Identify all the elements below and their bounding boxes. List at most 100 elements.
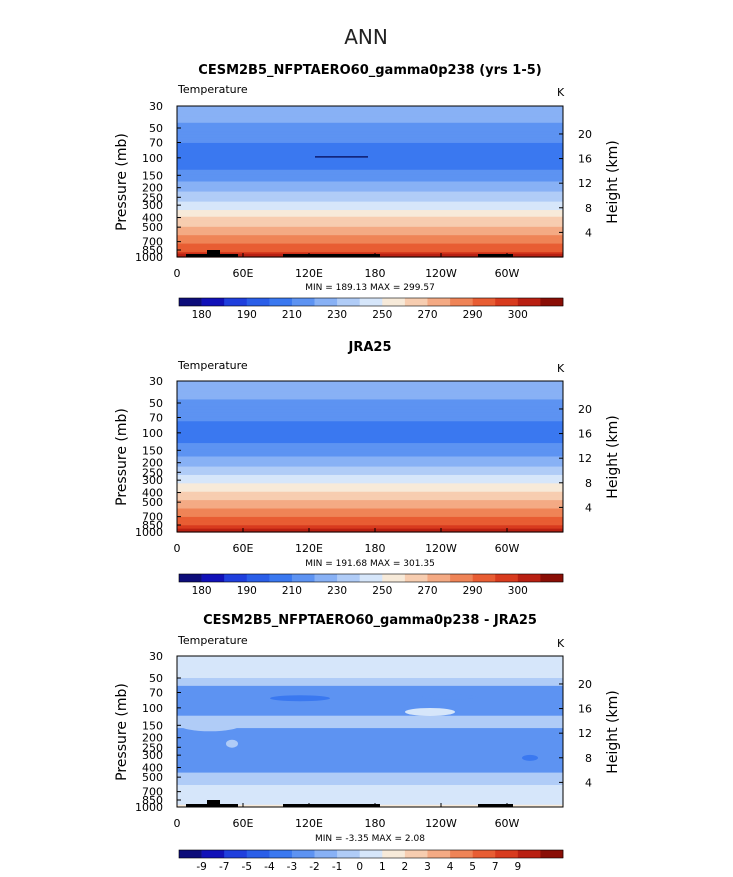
colorbar-swatch <box>404 574 428 582</box>
contour-band <box>177 223 563 226</box>
x-tick-label: 120E <box>295 267 323 280</box>
topography <box>207 250 220 254</box>
contour-band <box>177 406 563 409</box>
colorbar: 180 190 210 230 250 270 290 300 <box>178 297 564 321</box>
contour-band <box>177 164 563 167</box>
contour-band <box>177 443 563 446</box>
colorbar-swatch <box>201 298 225 306</box>
y-tick-label: 1000 <box>135 801 163 814</box>
topography <box>186 804 238 807</box>
x-tick-label: 0 <box>174 542 181 555</box>
plot-area <box>176 380 564 533</box>
contour-band <box>177 500 563 503</box>
y-tick-label: 400 <box>142 762 163 775</box>
colorbar-swatch <box>246 850 270 858</box>
units-label: K <box>557 637 565 650</box>
y-tick-label: 400 <box>142 212 163 225</box>
contour-band <box>177 520 563 523</box>
colorbar-label: 270 <box>417 585 437 597</box>
contour-band <box>177 656 563 679</box>
contour-band <box>177 144 563 147</box>
colorbar-label: 180 <box>192 585 212 597</box>
y-axis-label-pressure: Pressure (mb) <box>114 683 130 781</box>
contour-band <box>177 511 563 515</box>
variable-label: Temperature <box>177 359 248 372</box>
colorbar-swatch <box>359 298 383 306</box>
units-label: K <box>557 86 565 99</box>
colorbar-swatch <box>179 574 202 582</box>
contour-band <box>177 448 563 451</box>
colorbar-label: 3 <box>424 861 431 873</box>
height-tick-label: 8 <box>585 202 592 215</box>
x-tick-label: 120W <box>425 817 457 830</box>
topography <box>478 804 513 807</box>
colorbar-label: 2 <box>402 861 409 873</box>
contour-band <box>177 486 563 489</box>
contour-band <box>177 159 563 162</box>
colorbar-label: 210 <box>282 585 302 597</box>
colorbar-swatch <box>314 574 338 582</box>
height-tick-label: 16 <box>578 153 592 166</box>
panel-model: CESM2B5_NFPTAERO60_gamma0p238 (yrs 1-5) … <box>114 63 621 321</box>
colorbar-swatch <box>314 298 338 306</box>
contour-band <box>177 438 563 441</box>
contour-band <box>177 528 563 531</box>
contour-band <box>177 491 563 495</box>
contour-band <box>177 508 563 511</box>
contour-band <box>177 122 563 126</box>
min-max-label: MIN = 191.68 MAX = 301.35 <box>305 559 435 569</box>
contour-band <box>177 392 563 396</box>
x-tick-label: 120W <box>425 542 457 555</box>
colorbar-label: 190 <box>237 309 257 321</box>
topography <box>207 800 220 804</box>
contour-band <box>177 389 563 392</box>
contour-patch <box>270 695 330 702</box>
contour-band <box>177 530 563 533</box>
y-tick-label: 850 <box>142 519 163 532</box>
x-tick-label: 180 <box>365 817 386 830</box>
colorbar-label: 5 <box>469 861 476 873</box>
contour-band <box>177 401 563 404</box>
y-tick-label: 250 <box>142 741 163 754</box>
contour-band <box>177 191 563 194</box>
y-tick-label: 250 <box>142 191 163 204</box>
height-tick-label: 8 <box>585 477 592 490</box>
contour-band <box>177 431 563 434</box>
contour-band <box>177 456 563 459</box>
contour-band <box>177 459 563 463</box>
colorbar-swatch <box>337 850 361 858</box>
contour-band <box>177 715 563 729</box>
colorbar-swatch <box>224 574 248 582</box>
contour-band <box>177 173 563 176</box>
colorbar-label: -5 <box>242 861 252 873</box>
height-axis-ticks: 20 16 12 8 4 <box>559 403 592 514</box>
colorbar-label: -9 <box>196 861 206 873</box>
contour-band <box>177 233 563 236</box>
colorbar-swatch <box>472 574 496 582</box>
colorbar-label: 300 <box>508 309 528 321</box>
colorbar-swatch <box>382 574 406 582</box>
contour-band <box>177 474 563 478</box>
contour-band <box>177 188 563 191</box>
panel-title: JRA25 <box>348 340 392 355</box>
y-tick-label: 1000 <box>135 251 163 264</box>
y-tick-label: 30 <box>149 100 163 113</box>
contour-band <box>177 427 563 431</box>
contour-band <box>177 728 563 774</box>
height-tick-label: 16 <box>578 703 592 716</box>
y-tick-label: 500 <box>142 221 163 234</box>
height-tick-label: 12 <box>578 177 592 190</box>
y-tick-label: 700 <box>142 236 163 249</box>
colorbar-label: 190 <box>237 585 257 597</box>
height-tick-label: 8 <box>585 752 592 765</box>
colorbar-swatch <box>427 574 451 582</box>
colorbar-swatch <box>337 298 361 306</box>
colorbar-swatch <box>382 850 406 858</box>
contour-band <box>177 469 563 473</box>
contour-band <box>177 109 563 112</box>
contour-band <box>177 241 563 245</box>
variable-label: Temperature <box>177 634 248 647</box>
y-tick-label: 200 <box>142 732 163 745</box>
